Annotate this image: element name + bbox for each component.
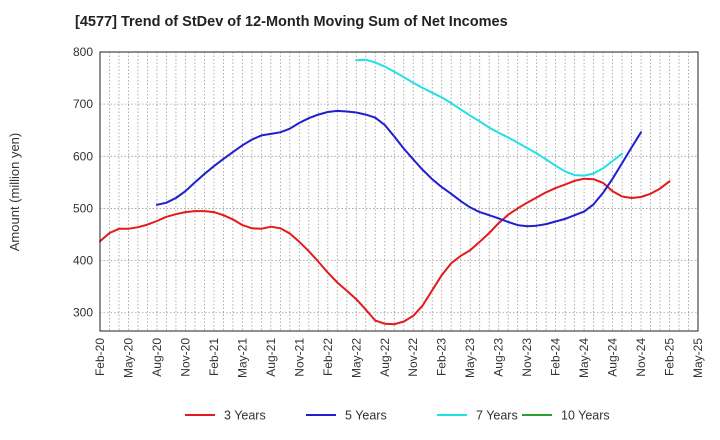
x-tick-label: May-21 — [235, 338, 249, 378]
y-tick-label: 300 — [73, 306, 93, 320]
series-layer — [99, 58, 671, 326]
plot-frame — [99, 51, 699, 332]
x-axis: Feb-20 May-20 Aug-20 Nov-20 Feb-21 May-21 Aug-… — [93, 338, 705, 378]
y-tick-label: 700 — [73, 97, 93, 111]
x-tick-label: Aug-24 — [606, 338, 620, 377]
x-tick-label: Aug-23 — [492, 338, 506, 377]
series-line-5-years — [156, 109, 642, 228]
grid — [100, 51, 698, 331]
y-tick-label: 500 — [73, 201, 93, 215]
x-tick-label: Aug-20 — [150, 338, 164, 377]
x-tick-label: May-25 — [691, 338, 705, 378]
series-line-7-years — [355, 58, 624, 177]
x-tick-label: Feb-23 — [435, 338, 449, 376]
y-axis: 300 400 500 600 700 800 — [73, 45, 93, 320]
x-tick-label: Feb-20 — [93, 338, 107, 376]
legend-label-10-years: 10 Years — [561, 409, 610, 423]
y-tick-label: 600 — [73, 149, 93, 163]
x-tick-label: Nov-22 — [406, 338, 420, 377]
x-tick-label: May-22 — [349, 338, 363, 378]
x-tick-label: Nov-24 — [634, 338, 648, 377]
legend-label-5-years: 5 Years — [345, 409, 387, 423]
x-tick-label: Aug-21 — [264, 338, 278, 377]
y-tick-label: 800 — [73, 45, 93, 59]
x-tick-label: Feb-25 — [663, 338, 677, 376]
legend-label-3-years: 3 Years — [224, 409, 266, 423]
legend-label-7-years: 7 Years — [476, 409, 518, 423]
legend: 3 Years 5 Years 7 Years 10 Years — [185, 409, 610, 423]
x-tick-label: Nov-23 — [520, 338, 534, 377]
y-axis-label: Amount (million yen) — [7, 133, 22, 252]
x-tick-label: Nov-21 — [292, 338, 306, 377]
x-tick-label: Aug-22 — [378, 338, 392, 377]
chart-title: [4577] Trend of StDev of 12-Month Moving… — [75, 14, 508, 30]
x-tick-label: May-24 — [577, 338, 591, 378]
y-tick-label: 400 — [73, 254, 93, 268]
x-tick-label: May-23 — [463, 338, 477, 378]
x-tick-label: Feb-24 — [549, 338, 563, 376]
x-tick-label: Nov-20 — [178, 338, 192, 377]
x-tick-label: May-20 — [121, 338, 135, 378]
x-tick-label: Feb-21 — [207, 338, 221, 376]
series-line-3-years — [99, 177, 671, 326]
x-tick-label: Feb-22 — [321, 338, 335, 376]
